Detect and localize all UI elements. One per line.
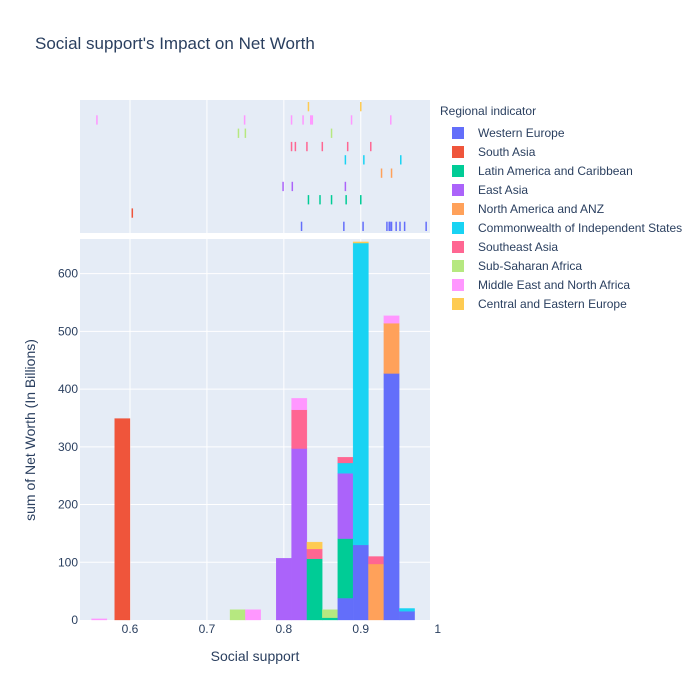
legend-swatch <box>452 221 464 234</box>
bar <box>306 548 323 559</box>
legend-label: Central and Eastern Europe <box>478 296 627 311</box>
bar <box>337 538 354 599</box>
bar <box>352 241 369 244</box>
bar <box>399 608 415 612</box>
legend-label: East Asia <box>478 182 529 197</box>
legend-label: North America and ANZ <box>478 201 605 216</box>
legend-title: Regional indicator <box>440 104 537 118</box>
bar <box>337 462 354 474</box>
legend-item[interactable]: East Asia <box>440 180 682 199</box>
legend-swatch <box>452 278 464 291</box>
bar <box>368 563 384 621</box>
bar <box>245 609 261 621</box>
y-tick-label: 500 <box>58 324 78 338</box>
y-tick-label: 300 <box>58 440 78 454</box>
bar <box>337 597 354 621</box>
bar <box>383 315 400 324</box>
legend-label: Western Europe <box>478 125 565 140</box>
legend-item[interactable]: Western Europe <box>440 123 682 142</box>
bar <box>322 617 338 621</box>
bar <box>91 618 108 621</box>
x-tick-label: 0.7 <box>199 622 216 636</box>
bar <box>306 541 323 550</box>
legend-swatch <box>452 240 464 253</box>
legend-swatch <box>452 145 464 158</box>
bar <box>383 373 400 621</box>
legend-item[interactable]: South Asia <box>440 142 682 161</box>
rug-plot-background <box>80 100 430 233</box>
bar <box>291 448 308 621</box>
y-tick-label: 400 <box>58 382 78 396</box>
legend-label: Southeast Asia <box>478 239 559 254</box>
legend-label: Sub-Saharan Africa <box>478 258 583 273</box>
bar <box>337 457 354 464</box>
legend-label: Latin America and Caribbean <box>478 163 633 178</box>
legend-swatch <box>452 297 464 310</box>
legend-item[interactable]: Sub-Saharan Africa <box>440 256 682 275</box>
x-tick-label: 0.6 <box>122 622 139 636</box>
legend-item[interactable]: Central and Eastern Europe <box>440 294 682 313</box>
legend-label: Middle East and North Africa <box>478 277 631 292</box>
y-tick-label: 200 <box>58 498 78 512</box>
x-tick-label: 1 <box>434 622 441 636</box>
y-tick-label: 100 <box>58 555 78 569</box>
legend-swatch <box>452 126 464 139</box>
y-tick-label: 0 <box>71 613 78 627</box>
legend: Regional indicator Western Europe South A… <box>440 104 682 313</box>
bar <box>337 473 354 539</box>
legend-swatch <box>452 164 464 177</box>
x-axis-title: Social support <box>210 648 300 664</box>
bar <box>306 558 323 621</box>
y-axis-title: sum of Net Worth (In Billions) <box>22 339 38 521</box>
x-tick-label: 0.9 <box>352 622 369 636</box>
bar <box>291 398 308 411</box>
legend-swatch <box>452 259 464 272</box>
bar <box>383 323 400 374</box>
legend-items: Western Europe South Asia Latin America an… <box>440 123 682 313</box>
y-tick-label: 600 <box>58 267 78 281</box>
bar <box>368 556 384 565</box>
bar <box>352 544 369 621</box>
bar <box>276 558 292 621</box>
chart-title: Social support's Impact on Net Worth <box>35 34 315 53</box>
bar <box>352 242 369 546</box>
legend-item[interactable]: North America and ANZ <box>440 199 682 218</box>
bar <box>114 418 131 621</box>
bar <box>399 611 415 621</box>
legend-item[interactable]: Middle East and North Africa <box>440 275 682 294</box>
bar <box>322 609 338 618</box>
x-tick-label: 0.8 <box>276 622 293 636</box>
legend-label: South Asia <box>478 144 536 159</box>
bar <box>291 409 308 449</box>
legend-item[interactable]: Commonwealth of Independent States <box>440 218 682 237</box>
legend-item[interactable]: Southeast Asia <box>440 237 682 256</box>
legend-item[interactable]: Latin America and Caribbean <box>440 161 682 180</box>
legend-swatch <box>452 183 464 196</box>
legend-label: Commonwealth of Independent States <box>478 220 683 235</box>
legend-swatch <box>452 202 464 215</box>
bar <box>229 609 246 621</box>
